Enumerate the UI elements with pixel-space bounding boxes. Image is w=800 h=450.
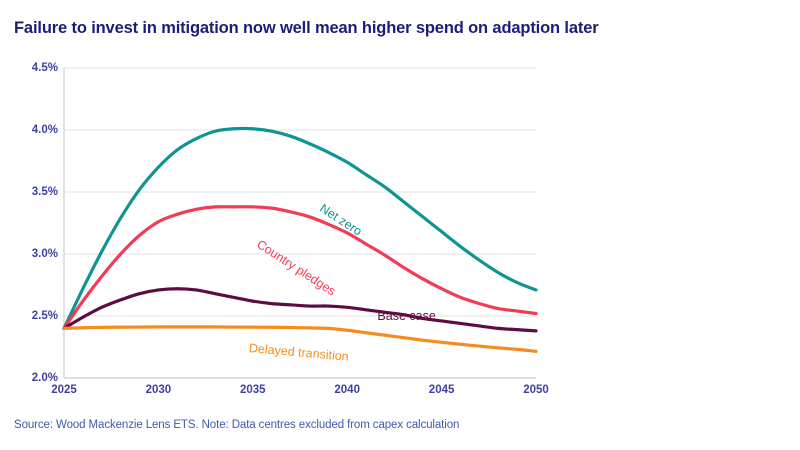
x-axis-tick-label: 2030 [145,384,172,396]
series-line-1 [62,205,538,330]
y-axis-tick-label: 3.0% [31,248,58,260]
x-axis-tick-label: 2045 [428,384,455,396]
page-title: Failure to invest in mitigation now well… [14,19,599,37]
y-axis-tick-label: 2.0% [31,372,58,384]
x-axis-tick-label: 2025 [51,384,77,396]
series-line-2 [62,287,538,333]
series-line-0 [62,126,538,330]
series-line-3 [62,325,538,353]
source-note: Source: Wood Mackenzie Lens ETS. Note: D… [14,419,460,431]
x-axis-tick-label: 2050 [523,384,549,396]
y-axis-tick-label: 4.0% [31,124,58,136]
gridlines [64,67,536,379]
series-lines [62,126,538,353]
y-axis-tick-label: 3.5% [31,186,58,198]
axis-lines [63,68,536,379]
y-axis-tick-label: 2.5% [31,310,58,322]
y-axis-tick-labels: 2.0% 2.5% 3.0% 3.5% 4.0% 4.5% [12,0,58,450]
y-axis-tick-label: 4.5% [31,62,58,74]
x-axis-tick-label: 2035 [240,384,266,396]
series-label-2: Base case [377,309,436,323]
x-axis-tick-label: 2040 [334,384,360,396]
